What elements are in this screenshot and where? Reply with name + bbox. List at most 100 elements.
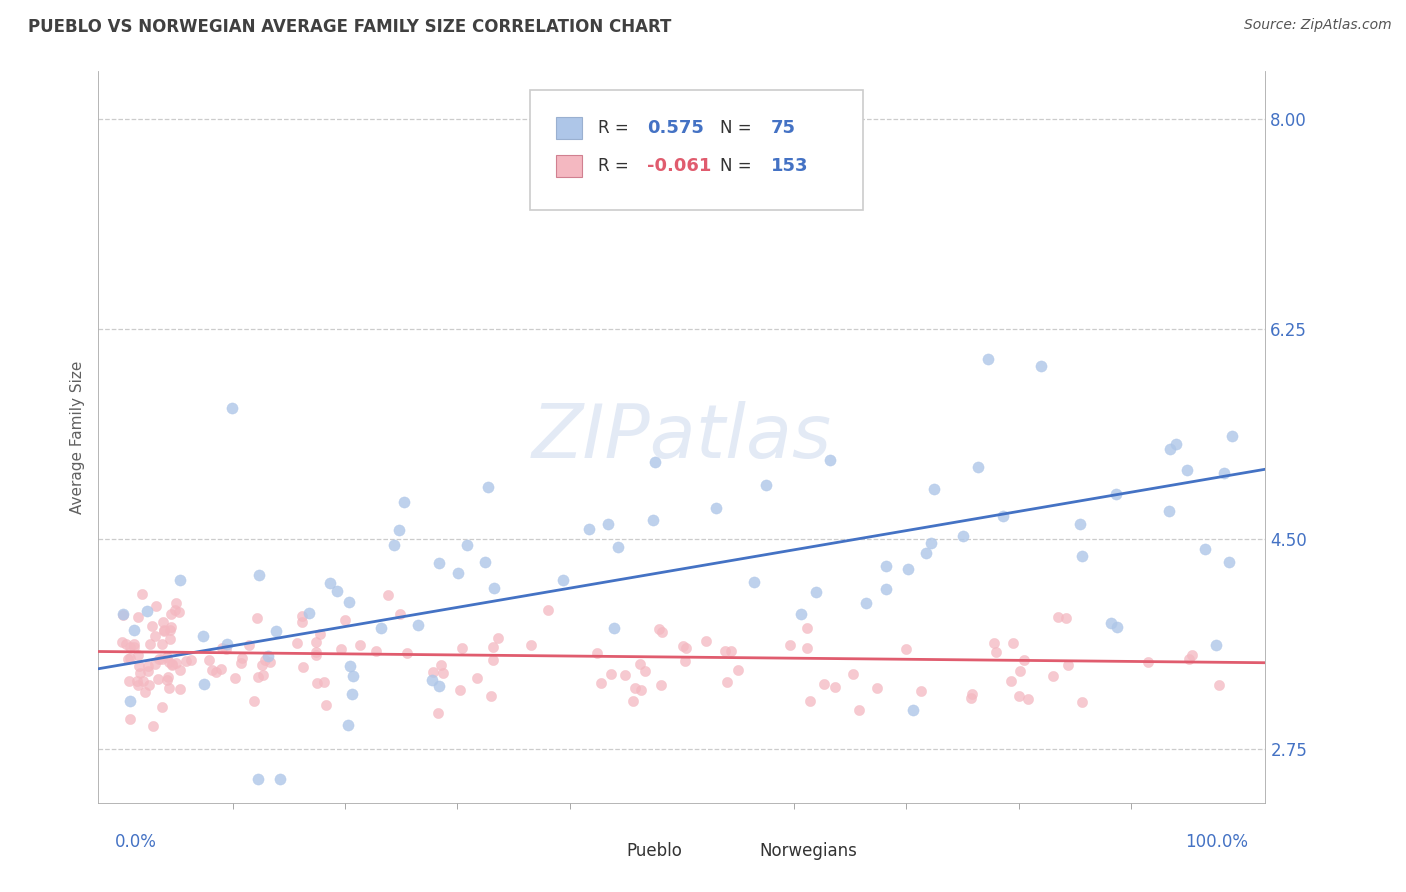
Point	[291, 660, 314, 674]
Point	[422, 665, 444, 679]
Text: 0.0%: 0.0%	[115, 833, 157, 851]
Point	[395, 646, 418, 660]
Point	[314, 675, 336, 690]
Text: R =: R =	[598, 119, 634, 136]
Point	[252, 668, 274, 682]
Point	[305, 648, 328, 663]
Point	[1012, 653, 1035, 667]
Point	[160, 657, 183, 671]
Point	[537, 603, 560, 617]
Point	[621, 694, 644, 708]
Point	[1222, 429, 1244, 443]
Y-axis label: Average Family Size: Average Family Size	[69, 360, 84, 514]
Point	[894, 641, 917, 656]
Point	[1136, 655, 1159, 669]
Text: 75: 75	[770, 119, 796, 136]
Point	[1054, 611, 1077, 625]
Point	[298, 606, 321, 620]
Point	[165, 657, 187, 671]
Point	[169, 605, 191, 619]
Point	[672, 639, 695, 653]
Point	[150, 637, 173, 651]
Text: 153: 153	[770, 158, 808, 176]
Point	[432, 666, 454, 681]
Point	[305, 676, 328, 690]
Point	[603, 621, 626, 635]
Point	[449, 683, 471, 698]
Point	[1213, 466, 1236, 480]
Point	[482, 581, 505, 595]
Point	[152, 615, 174, 629]
Point	[160, 658, 183, 673]
Point	[477, 480, 499, 494]
Point	[148, 652, 170, 666]
Point	[229, 656, 252, 670]
Point	[174, 654, 197, 668]
Point	[180, 653, 202, 667]
Point	[336, 718, 359, 732]
Point	[205, 665, 228, 679]
Point	[159, 632, 181, 646]
Point	[291, 615, 314, 629]
Point	[342, 669, 364, 683]
Point	[716, 674, 738, 689]
Point	[600, 666, 623, 681]
Point	[1042, 669, 1064, 683]
Point	[364, 644, 387, 658]
Point	[246, 670, 269, 684]
Point	[967, 459, 990, 474]
Point	[160, 607, 183, 621]
Text: -0.061: -0.061	[647, 158, 711, 176]
Point	[224, 671, 246, 685]
Point	[215, 636, 238, 650]
Point	[456, 538, 478, 552]
Point	[246, 611, 269, 625]
Point	[1017, 692, 1039, 706]
Point	[1008, 689, 1031, 703]
Point	[146, 672, 169, 686]
Point	[110, 635, 132, 649]
Text: Source: ZipAtlas.com: Source: ZipAtlas.com	[1244, 18, 1392, 32]
Point	[714, 643, 737, 657]
Point	[644, 455, 666, 469]
Point	[804, 585, 827, 599]
Point	[141, 619, 163, 633]
Point	[586, 646, 609, 660]
Point	[875, 558, 897, 573]
Point	[628, 657, 651, 672]
Point	[128, 659, 150, 673]
Point	[392, 495, 415, 509]
Point	[596, 517, 619, 532]
Point	[118, 650, 141, 665]
Point	[993, 509, 1015, 524]
Point	[952, 529, 974, 543]
Point	[924, 482, 946, 496]
Point	[382, 539, 405, 553]
Point	[1047, 609, 1070, 624]
Point	[1029, 359, 1052, 374]
Point	[132, 673, 155, 688]
Point	[156, 673, 179, 688]
Point	[139, 637, 162, 651]
Point	[1194, 542, 1216, 557]
Point	[451, 640, 474, 655]
Point	[641, 513, 664, 527]
Text: 0.575: 0.575	[647, 119, 704, 136]
Point	[1218, 555, 1240, 569]
Point	[673, 653, 696, 667]
FancyBboxPatch shape	[720, 841, 752, 862]
Point	[285, 636, 308, 650]
Point	[675, 641, 697, 656]
Point	[914, 546, 936, 560]
Point	[308, 626, 330, 640]
Point	[211, 640, 233, 655]
Point	[117, 651, 139, 665]
FancyBboxPatch shape	[555, 117, 582, 138]
Point	[1069, 517, 1091, 532]
Point	[122, 637, 145, 651]
Point	[447, 566, 470, 581]
Point	[779, 638, 801, 652]
Point	[250, 657, 273, 672]
Point	[960, 687, 983, 701]
Point	[1208, 678, 1230, 692]
